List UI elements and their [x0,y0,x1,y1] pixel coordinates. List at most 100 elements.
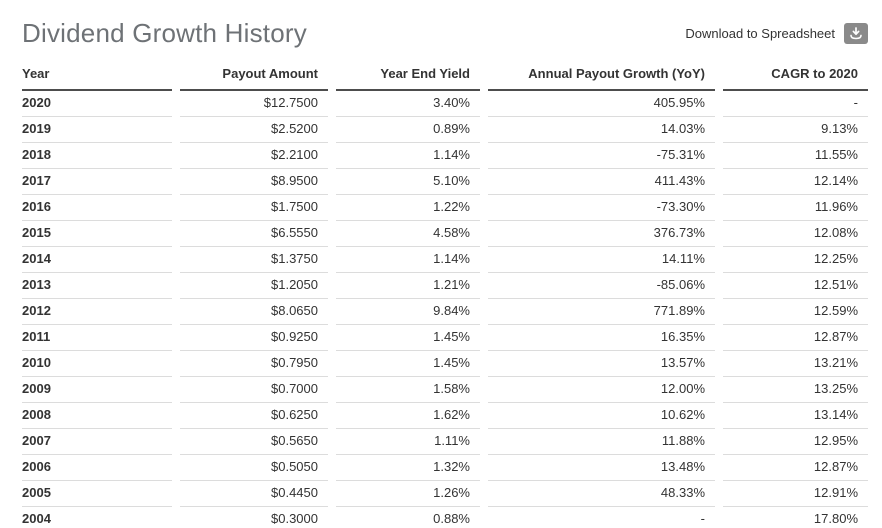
cell-year: 2009 [22,377,172,403]
cell-annual-payout-growth-yoy: 771.89% [488,299,715,325]
cell-cagr-to-2020: 17.80% [723,507,868,528]
cell-payout-amount: $2.2100 [180,143,328,169]
cell-year: 2019 [22,117,172,143]
cell-year: 2020 [22,91,172,117]
cell-annual-payout-growth-yoy: 10.62% [488,403,715,429]
table-row: 2012 $8.0650 9.84% 771.89% 12.59% [22,299,868,325]
cell-year-end-yield: 5.10% [336,169,480,195]
table-body: 2020 $12.7500 3.40% 405.95% -2019 $2.5200 0.89… [22,91,868,528]
cell-cagr-to-2020: 12.25% [723,247,868,273]
cell-year: 2004 [22,507,172,528]
table-row: 2018 $2.2100 1.14% -75.31% 11.55% [22,143,868,169]
cell-cagr-to-2020: 12.51% [723,273,868,299]
cell-annual-payout-growth-yoy: 14.11% [488,247,715,273]
table-row: 2015 $6.5550 4.58% 376.73% 12.08% [22,221,868,247]
cell-annual-payout-growth-yoy: - [488,507,715,528]
cell-year-end-yield: 1.26% [336,481,480,507]
cell-annual-payout-growth-yoy: 13.57% [488,351,715,377]
col-header-payout-amount: Payout Amount [180,62,328,91]
cell-payout-amount: $8.9500 [180,169,328,195]
cell-payout-amount: $0.5050 [180,455,328,481]
cell-year-end-yield: 9.84% [336,299,480,325]
cell-year: 2012 [22,299,172,325]
cell-year-end-yield: 1.62% [336,403,480,429]
table-row: 2005 $0.4450 1.26% 48.33% 12.91% [22,481,868,507]
cell-cagr-to-2020: 12.14% [723,169,868,195]
download-label: Download to Spreadsheet [685,26,835,41]
cell-year: 2018 [22,143,172,169]
cell-year-end-yield: 0.88% [336,507,480,528]
col-header-annual-payout-growth-yoy: Annual Payout Growth (YoY) [488,62,715,91]
cell-year: 2016 [22,195,172,221]
cell-year-end-yield: 1.45% [336,351,480,377]
table-row: 2004 $0.3000 0.88% -17.80% [22,507,868,528]
cell-year: 2006 [22,455,172,481]
cell-cagr-to-2020: 11.96% [723,195,868,221]
cell-annual-payout-growth-yoy: -73.30% [488,195,715,221]
cell-year: 2007 [22,429,172,455]
cell-year: 2005 [22,481,172,507]
col-header-year-end-yield: Year End Yield [336,62,480,91]
cell-payout-amount: $0.9250 [180,325,328,351]
cell-payout-amount: $0.6250 [180,403,328,429]
cell-annual-payout-growth-yoy: 376.73% [488,221,715,247]
col-header-cagr-to-2020: CAGR to 2020 [723,62,868,91]
table-row: 2016 $1.7500 1.22% -73.30% 11.96% [22,195,868,221]
cell-year-end-yield: 1.58% [336,377,480,403]
cell-payout-amount: $6.5550 [180,221,328,247]
cell-cagr-to-2020: 13.14% [723,403,868,429]
cell-cagr-to-2020: - [723,91,868,117]
table-row: 2008 $0.6250 1.62% 10.62% 13.14% [22,403,868,429]
cell-year: 2017 [22,169,172,195]
cell-annual-payout-growth-yoy: 12.00% [488,377,715,403]
cell-annual-payout-growth-yoy: 14.03% [488,117,715,143]
cell-year-end-yield: 4.58% [336,221,480,247]
cell-year-end-yield: 1.45% [336,325,480,351]
cell-year-end-yield: 1.32% [336,455,480,481]
dividend-history-table: Year Payout Amount Year End Yield Annual… [14,62,876,528]
table-row: 2009 $0.7000 1.58% 12.00% 13.25% [22,377,868,403]
download-icon [849,27,863,40]
header-row: Year Payout Amount Year End Yield Annual… [22,62,868,91]
col-header-year: Year [22,62,172,91]
table-row: 2014 $1.3750 1.14% 14.11% 12.25% [22,247,868,273]
cell-year-end-yield: 1.14% [336,247,480,273]
cell-annual-payout-growth-yoy: 411.43% [488,169,715,195]
cell-year: 2010 [22,351,172,377]
cell-payout-amount: $0.7000 [180,377,328,403]
cell-cagr-to-2020: 12.59% [723,299,868,325]
table-row: 2007 $0.5650 1.11% 11.88% 12.95% [22,429,868,455]
cell-year-end-yield: 3.40% [336,91,480,117]
cell-cagr-to-2020: 12.08% [723,221,868,247]
cell-year-end-yield: 1.11% [336,429,480,455]
cell-year-end-yield: 1.21% [336,273,480,299]
cell-cagr-to-2020: 12.91% [723,481,868,507]
widget-header: Dividend Growth History Download to Spre… [22,18,868,49]
cell-payout-amount: $1.3750 [180,247,328,273]
table-row: 2019 $2.5200 0.89% 14.03% 9.13% [22,117,868,143]
cell-cagr-to-2020: 12.95% [723,429,868,455]
download-button[interactable] [844,23,868,44]
cell-year: 2011 [22,325,172,351]
table-row: 2020 $12.7500 3.40% 405.95% - [22,91,868,117]
cell-payout-amount: $0.3000 [180,507,328,528]
cell-year: 2013 [22,273,172,299]
table-row: 2010 $0.7950 1.45% 13.57% 13.21% [22,351,868,377]
table-header: Year Payout Amount Year End Yield Annual… [22,62,868,91]
cell-year: 2014 [22,247,172,273]
cell-payout-amount: $0.7950 [180,351,328,377]
cell-annual-payout-growth-yoy: 13.48% [488,455,715,481]
cell-payout-amount: $0.4450 [180,481,328,507]
cell-cagr-to-2020: 12.87% [723,325,868,351]
table-row: 2013 $1.2050 1.21% -85.06% 12.51% [22,273,868,299]
cell-annual-payout-growth-yoy: 48.33% [488,481,715,507]
cell-annual-payout-growth-yoy: -85.06% [488,273,715,299]
download-to-spreadsheet[interactable]: Download to Spreadsheet [685,23,868,44]
cell-annual-payout-growth-yoy: 11.88% [488,429,715,455]
cell-payout-amount: $0.5650 [180,429,328,455]
cell-year-end-yield: 0.89% [336,117,480,143]
cell-year: 2015 [22,221,172,247]
cell-year-end-yield: 1.14% [336,143,480,169]
page-title: Dividend Growth History [22,18,307,48]
